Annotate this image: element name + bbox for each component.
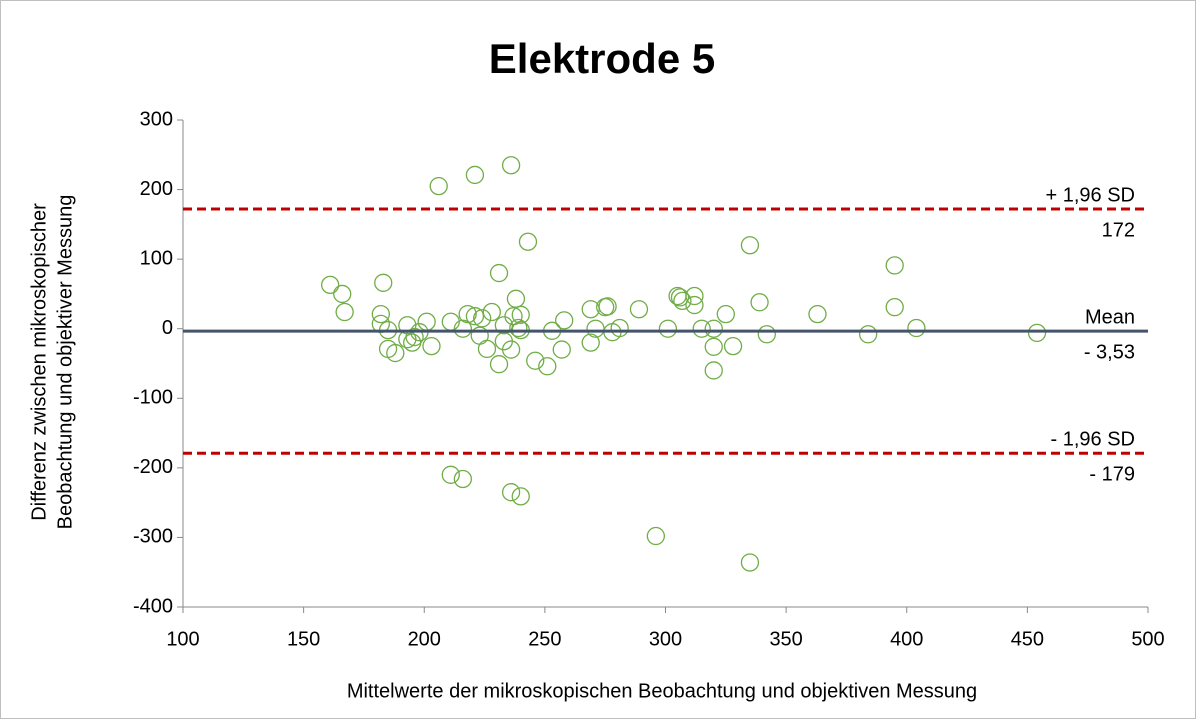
reference-line-label: - 3,53 (1084, 341, 1135, 363)
y-tick-label: 0 (162, 317, 173, 339)
reference-line-name: + 1,96 SD (1045, 184, 1135, 206)
point (581, 333, 600, 352)
point (518, 232, 538, 251)
point (526, 351, 545, 370)
point (511, 305, 530, 324)
point (685, 286, 704, 306)
point (658, 319, 678, 338)
point (374, 273, 393, 292)
point (757, 325, 776, 344)
point (1027, 323, 1047, 343)
point (501, 156, 521, 175)
point (371, 304, 390, 324)
x-tick-label: 250 (528, 628, 561, 650)
point (501, 340, 521, 359)
point (472, 309, 492, 328)
point (907, 318, 926, 338)
point (335, 302, 354, 322)
point (750, 293, 769, 312)
y-tick-label: 200 (140, 178, 173, 200)
point (501, 483, 521, 502)
chart-title: Elektrode 5 (489, 35, 715, 82)
x-tick-label: 100 (166, 628, 199, 650)
point (441, 465, 460, 484)
point (704, 361, 723, 380)
point (453, 469, 473, 489)
point (740, 553, 760, 572)
y-tick-label: -400 (133, 595, 173, 617)
x-axis-title: Mittelwerte der mikroskopischen Beobacht… (347, 680, 977, 702)
point (465, 165, 485, 185)
point (740, 236, 760, 255)
point (685, 295, 704, 315)
point (465, 307, 485, 326)
reference-line-name: - 1,96 SD (1051, 429, 1135, 451)
x-tick-label: 150 (287, 628, 320, 650)
point (704, 337, 723, 356)
y-axis-title: Differenz zwischen mikroskopischer (28, 203, 50, 521)
reference-line-name: Mean (1085, 306, 1135, 328)
point (629, 300, 649, 319)
point (885, 297, 904, 317)
point (386, 343, 405, 363)
reference-line-label: 172 (1102, 219, 1135, 241)
point (321, 275, 340, 295)
x-tick-label: 400 (890, 628, 923, 650)
point (482, 302, 501, 322)
point (673, 291, 692, 311)
point (509, 318, 528, 338)
point (405, 327, 424, 347)
point (598, 297, 617, 316)
x-tick-label: 450 (1011, 628, 1044, 650)
point (723, 336, 743, 356)
y-tick-label: -100 (133, 387, 173, 409)
x-tick-label: 300 (649, 628, 682, 650)
point (704, 319, 723, 338)
point (885, 256, 904, 275)
x-tick-label: 500 (1131, 628, 1164, 650)
point (453, 319, 473, 338)
y-axis-title: Beobachtung und objektiver Messung (54, 195, 76, 530)
y-tick-label: 100 (140, 247, 173, 269)
point (692, 319, 711, 338)
point (511, 487, 530, 506)
point (555, 311, 574, 330)
point (489, 263, 509, 283)
point (538, 357, 557, 376)
point (477, 339, 497, 359)
point (489, 355, 509, 374)
point (859, 325, 878, 344)
point (429, 176, 448, 196)
point (716, 304, 735, 324)
point (333, 284, 352, 304)
point (670, 288, 690, 307)
y-tick-label: -300 (133, 526, 173, 548)
point (422, 336, 441, 356)
point (808, 304, 827, 324)
point (552, 340, 571, 359)
y-tick-label: 300 (140, 108, 173, 130)
x-tick-label: 200 (408, 628, 441, 650)
y-tick-label: -200 (133, 456, 173, 478)
reference-line-label: - 179 (1089, 464, 1135, 486)
point (458, 304, 477, 324)
x-tick-label: 350 (769, 628, 802, 650)
point (646, 526, 665, 546)
point (610, 318, 629, 338)
